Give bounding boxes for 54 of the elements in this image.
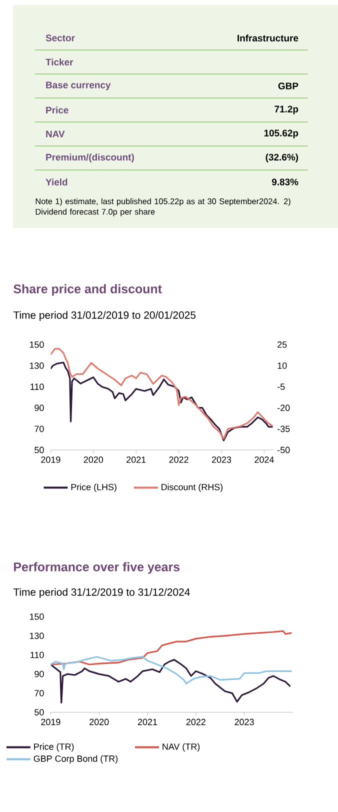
y-tick-label: 130 [30,632,44,639]
text: 9.83% [272,178,298,186]
legend-label: Price (LHS) [71,484,116,492]
category-label: Price [46,106,68,114]
x-tick-label: 2022 [186,718,206,726]
category-label: Premium/(discount) [46,154,134,162]
x-tick-label: 2019 [41,718,60,726]
x-tick-label: 2020 [90,718,109,726]
y2-tick-label: 10 [278,362,287,369]
legend-label: GBP Corp Bond (TR) [34,755,118,764]
x-tick-label: 2023 [234,718,254,726]
category-label: Ticker [46,58,74,66]
legend-label: Discount (RHS) [162,484,223,492]
y-tick-label: 50 [34,709,44,716]
x-tick-label: 2020 [84,456,104,463]
text: (32.6%) [266,154,298,162]
category-label: Yield [46,178,68,186]
y2-tick-label: -35 [278,426,290,432]
text: 105.62p [264,130,298,138]
x-tick-label: 2021 [126,456,146,463]
chart-title: Performance over five years [14,562,180,574]
y2-tick-label: -20 [278,404,290,412]
category-label: Base currency [46,82,111,90]
y-tick-label: 70 [34,690,44,696]
chart-subtitle: Time period 31/12/2019 to 31/12/2024 [13,588,190,598]
chart-subtitle: Time period 31/012/2019 to 20/01/2025 [13,311,196,321]
x-tick-label: 2022 [169,456,188,463]
y2-tick-label: -50 [278,446,290,454]
text: 71.2p [274,106,298,114]
y2-tick-label: -5 [278,384,285,390]
legend-label: Price (TR) [34,743,74,752]
text: Infrastructure [238,34,298,42]
legend-label: NAV (TR) [162,743,200,752]
category-label: NAV [46,130,65,138]
y-tick-label: 90 [34,670,44,678]
x-tick-label: 2024 [254,456,274,463]
chart-title: Share price and discount [14,284,162,296]
x-tick-label: 2019 [41,456,60,463]
y-tick-label: 150 [30,341,44,348]
y-tick-label: 130 [30,362,44,369]
y2-tick-label: 25 [278,341,287,348]
line-series [50,362,274,442]
y-tick-label: 70 [34,426,44,432]
y-tick-label: 90 [34,404,44,412]
line-series [50,348,274,440]
y-tick-label: 110 [30,384,44,390]
x-tick-label: 2021 [138,718,158,726]
text: Note 1) estimate, last published 105.22p as at 30 September2024. 2) Dividend forecast 7.0p per share [36,198,290,216]
y-tick-label: 110 [30,652,44,658]
y-tick-label: 150 [30,614,44,620]
y-tick-label: 50 [34,446,44,454]
category-label: Sector [46,34,75,42]
x-tick-label: 2023 [212,456,232,463]
text: GBP [278,82,298,90]
